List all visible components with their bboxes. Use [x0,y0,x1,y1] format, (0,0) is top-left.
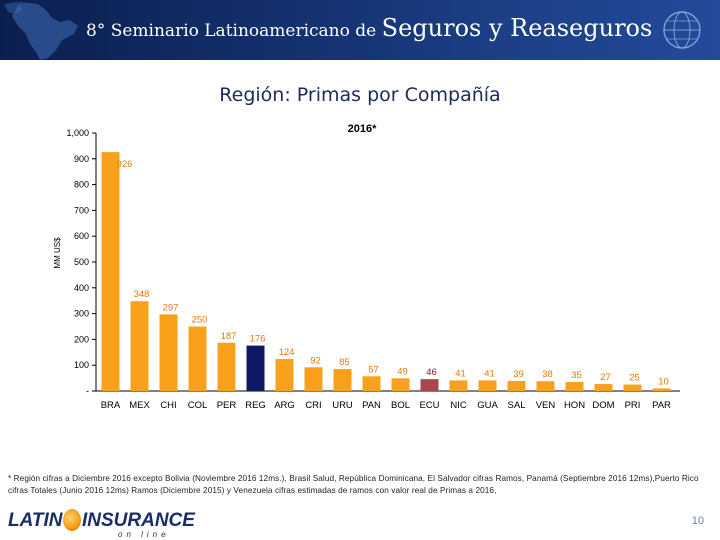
banner-title-main: Seguros y Reaseguros [381,14,653,42]
bar-ecu [420,379,439,391]
bar-mex [130,301,149,391]
value-label-bol: 49 [397,366,408,377]
page-number: 10 [691,515,704,527]
x-label-arg: ARG [274,400,295,411]
bar-cri [304,367,323,391]
y-tick-label: 700 [74,205,89,215]
bar-chart: 2016* MM US$ - 100 200 300 400 500 600 700 800 90… [53,123,680,411]
x-label-bol: BOL [391,400,410,411]
x-label-hon: HON [564,400,585,411]
bar-hon [565,381,584,391]
x-label-gua: GUA [477,400,498,411]
value-label-per: 187 [221,331,237,342]
bar-sal [507,380,526,391]
value-label-nic: 41 [455,368,466,379]
sun-icon [63,509,81,531]
value-label-chi: 297 [163,302,179,313]
x-label-bra: BRA [101,400,121,411]
value-label-gua: 41 [484,368,495,379]
value-label-pan: 57 [368,364,379,375]
x-label-sal: SAL [508,400,526,411]
logo-text-insurance: INSURANCE [82,510,195,531]
latin-america-map-icon [4,2,78,60]
y-tick-label: 600 [74,231,89,241]
x-label-nic: NIC [450,400,467,411]
value-label-ecu: 46 [426,367,437,378]
y-axis: - 100 200 300 400 500 600 700 800 900 1,000 [66,128,680,396]
bar-nic [449,380,468,391]
x-label-per: PER [217,400,237,411]
value-label-bra: 926 [117,159,133,170]
header-banner: 8° Seminario Latinoamericano de Seguros … [0,0,720,60]
banner-title-prefix: 8° Seminario Latinoamericano de [86,21,382,41]
value-label-hon: 35 [571,370,582,381]
slide-title: Región: Primas por Compañía [219,84,501,106]
bar-pan [362,376,381,391]
bar-bra [101,152,120,391]
bar-uru [333,369,352,391]
bar-chi [159,314,178,391]
x-label-col: COL [188,400,208,411]
bar-arg [275,359,294,391]
footnote: * Región cifras a Diciembre 2016 excepto… [8,474,699,495]
bar-ven [536,381,555,391]
bar-bol [391,378,410,391]
y-tick-label: 900 [74,154,89,164]
value-label-arg: 124 [279,347,295,358]
x-label-pan: PAN [362,400,381,411]
value-label-par: 10 [658,376,669,387]
value-label-dom: 27 [600,372,611,383]
value-label-ven: 38 [542,369,553,380]
y-tick-label: - [86,386,89,396]
y-tick-label: 300 [74,309,89,319]
bar-pri [623,384,642,391]
value-label-reg: 176 [250,334,266,345]
value-label-cri: 92 [310,355,321,366]
value-label-pri: 25 [629,373,640,384]
bars [101,152,671,391]
value-labels: 926 348 297 250 187 176 124 92 85 57 49 46 41 41 39 38 3… [117,159,669,387]
y-tick-label: 200 [74,334,89,344]
value-label-uru: 85 [339,357,350,368]
y-tick-label: 800 [74,180,89,190]
value-label-col: 250 [192,315,208,326]
banner-title: 8° Seminario Latinoamericano de Seguros … [86,14,652,42]
bar-gua [478,380,497,391]
x-axis-labels: BRA MEX CHI COL PER REG ARG CRI URU PAN BOL ECU NIC G… [101,400,671,411]
bar-col [188,326,207,391]
logo-text-latino: LATINO [8,510,78,531]
x-label-pri: PRI [625,400,641,411]
y-tick-label: 400 [74,283,89,293]
latino-insurance-logo: LATINO INSURANCE on line [6,506,195,540]
x-label-reg: REG [245,400,266,411]
bar-per [217,342,236,391]
x-label-chi: CHI [160,400,176,411]
y-axis-label: MM US$ [53,237,62,269]
bar-par [652,388,671,391]
x-label-ven: VEN [536,400,556,411]
y-tick-label: 1,000 [66,128,89,138]
value-label-mex: 348 [134,289,150,300]
x-label-par: PAR [652,400,671,411]
x-label-dom: DOM [592,400,614,411]
y-tick-label: 100 [74,360,89,370]
x-label-ecu: ECU [419,400,439,411]
x-label-mex: MEX [129,400,150,411]
globe-icon [663,11,701,49]
x-label-uru: URU [332,400,353,411]
y-tick-label: 500 [74,257,89,267]
value-label-sal: 39 [513,369,524,380]
chart-title: 2016* [348,123,377,135]
bar-reg [246,345,265,391]
x-label-cri: CRI [305,400,321,411]
bar-dom [594,384,613,391]
logo-text-online: on line [118,530,170,539]
